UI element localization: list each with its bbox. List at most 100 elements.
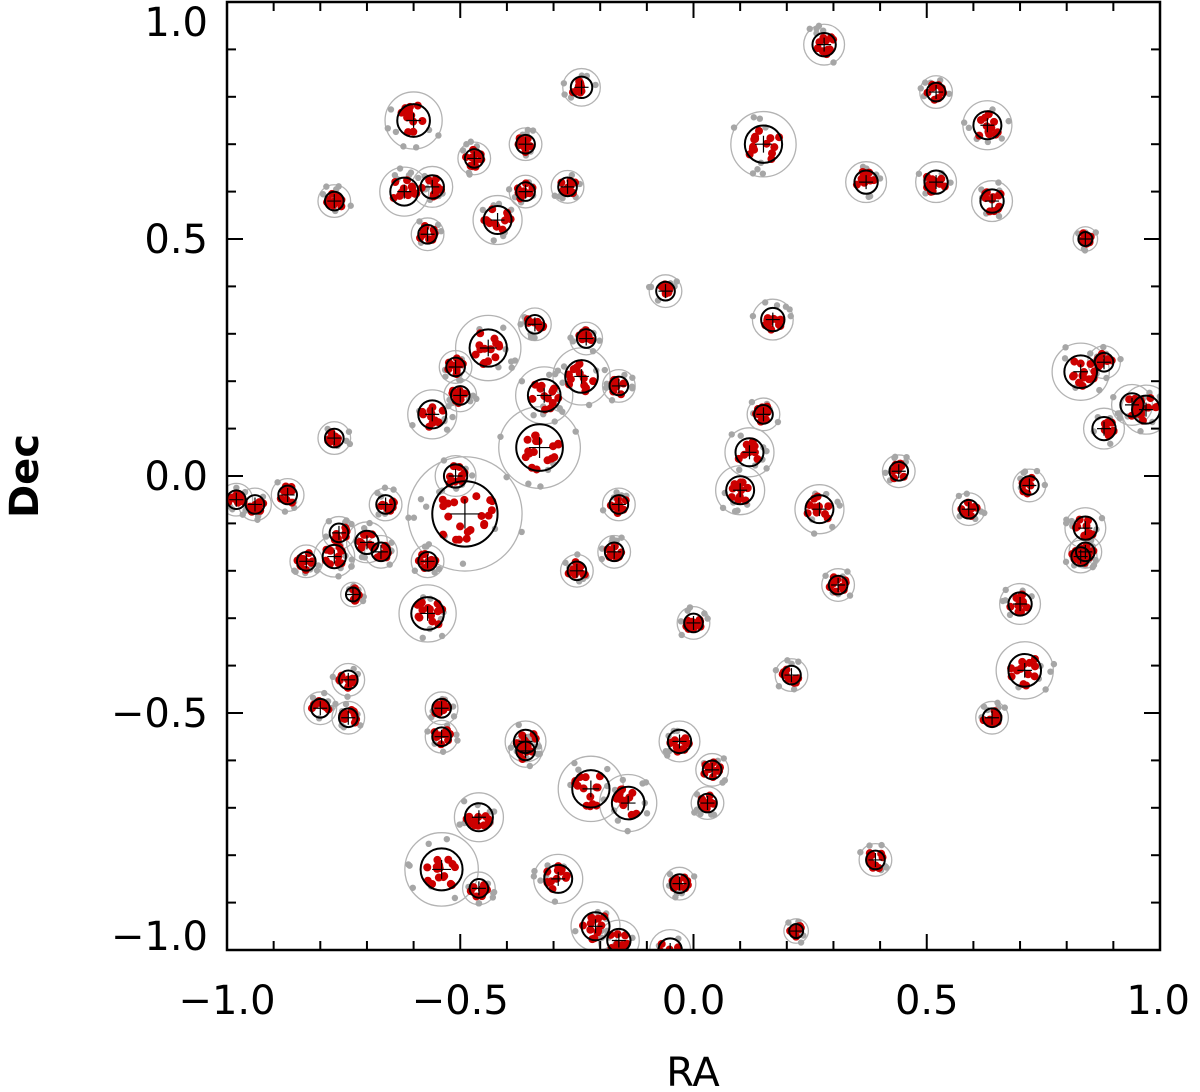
field-galaxy-point [465,169,473,176]
field-galaxy-point [561,91,568,98]
member-galaxy-point [562,871,571,880]
cluster-center-cross [345,587,360,602]
member-galaxy-point [823,45,832,54]
field-galaxy-point [775,683,783,690]
cluster-center-cross [467,151,482,166]
field-galaxy-point [572,428,579,435]
member-galaxy-point [486,496,495,505]
field-galaxy-point [469,392,477,399]
cluster-inner-circle [925,81,947,103]
field-galaxy-point [537,483,544,490]
field-galaxy-point [309,694,317,701]
field-galaxy-point [668,966,674,972]
field-galaxy-point [463,141,470,148]
cluster-inner-circle [328,522,350,544]
field-galaxy-point [728,431,735,438]
field-galaxy-point [435,132,442,139]
cluster-outer-circle [803,23,846,66]
cluster-center-cross [420,606,435,621]
member-galaxy-point [750,145,759,154]
field-galaxy-point [697,810,704,818]
cluster-inner-circle [657,937,683,950]
field-galaxy-point [749,170,757,177]
field-galaxy-point [490,889,497,897]
member-galaxy-point [824,502,833,511]
member-galaxy-point [490,334,499,343]
member-galaxy-point [990,117,999,126]
cluster-center-cross [859,175,874,190]
field-galaxy-point [1033,467,1041,475]
field-galaxy-point [518,528,525,536]
field-galaxy-point [999,597,1007,605]
field-galaxy-point [1061,355,1069,362]
field-galaxy-point [678,631,685,639]
member-galaxy-point [773,316,782,325]
field-galaxy-point [1096,386,1103,394]
cluster-center-cross [373,544,388,559]
cluster-center-cross [527,317,542,332]
cluster-outer-circle [407,456,523,572]
cluster-inner-circle [1070,546,1092,567]
member-galaxy-point [536,384,545,393]
field-galaxy-point [536,750,544,758]
cluster-center-cross [700,796,715,811]
field-galaxy-point [815,22,823,30]
field-galaxy-point [608,397,616,404]
cluster-center-cross [1017,662,1033,678]
cluster-center-cross [755,135,772,153]
field-galaxy-point [830,59,837,66]
field-galaxy-point [737,432,744,439]
cluster-inner-circle [580,911,611,942]
cluster-inner-circle [865,849,886,871]
cluster-inner-circle [972,110,1003,141]
member-galaxy-point [435,864,444,873]
field-galaxy-point [392,128,400,136]
member-galaxy-point [456,522,465,531]
field-galaxy-point [526,762,534,770]
cluster-outer-circle [881,454,916,489]
cluster-inner-circle [923,169,949,195]
cluster-center-cross [490,213,505,228]
field-galaxy-point [421,543,429,550]
field-galaxy-point [773,302,781,309]
field-galaxy-point [1114,410,1122,417]
member-galaxy-point [613,930,622,939]
cluster-center-cross [569,563,584,578]
field-galaxy-point [453,731,460,738]
cluster-center-cross [985,194,1000,209]
field-galaxy-point [677,618,685,625]
cluster-outer-circle [457,141,492,176]
cluster-inner-circle [981,707,1003,729]
member-galaxy-point [491,353,500,362]
member-galaxy-point [491,220,500,229]
cluster-inner-circle [515,133,536,155]
field-galaxy-point [866,192,874,200]
cluster-center-cross [432,859,452,879]
cluster-center-cross [518,743,533,758]
cluster-center-cross [434,701,449,716]
member-galaxy-point [434,873,443,882]
member-galaxy-point [663,953,671,961]
field-galaxy-point [1050,660,1058,668]
inner-circles [227,31,1160,950]
member-galaxy-point [408,183,417,192]
member-galaxy-point [480,519,489,528]
member-galaxy-point [462,534,471,543]
member-galaxy-point [1076,359,1085,368]
cluster-inner-circle [375,494,396,515]
field-galaxy-point [508,364,515,371]
field-galaxy-point [388,539,395,546]
member-galaxy-point [730,480,739,489]
cluster-outer-circle [303,691,338,726]
cluster-inner-circle [417,399,448,430]
member-galaxy-point [549,384,558,393]
member-galaxy-point [667,950,675,958]
cluster-inner-circle [526,378,562,413]
cluster-outer-circle [821,568,856,602]
field-galaxy-point [643,810,651,817]
member-galaxy-point [543,394,552,403]
field-galaxy-point [787,312,794,320]
cluster-center-cross [574,80,589,95]
cluster-center-cross [582,780,600,798]
member-galaxy-point [581,773,590,782]
